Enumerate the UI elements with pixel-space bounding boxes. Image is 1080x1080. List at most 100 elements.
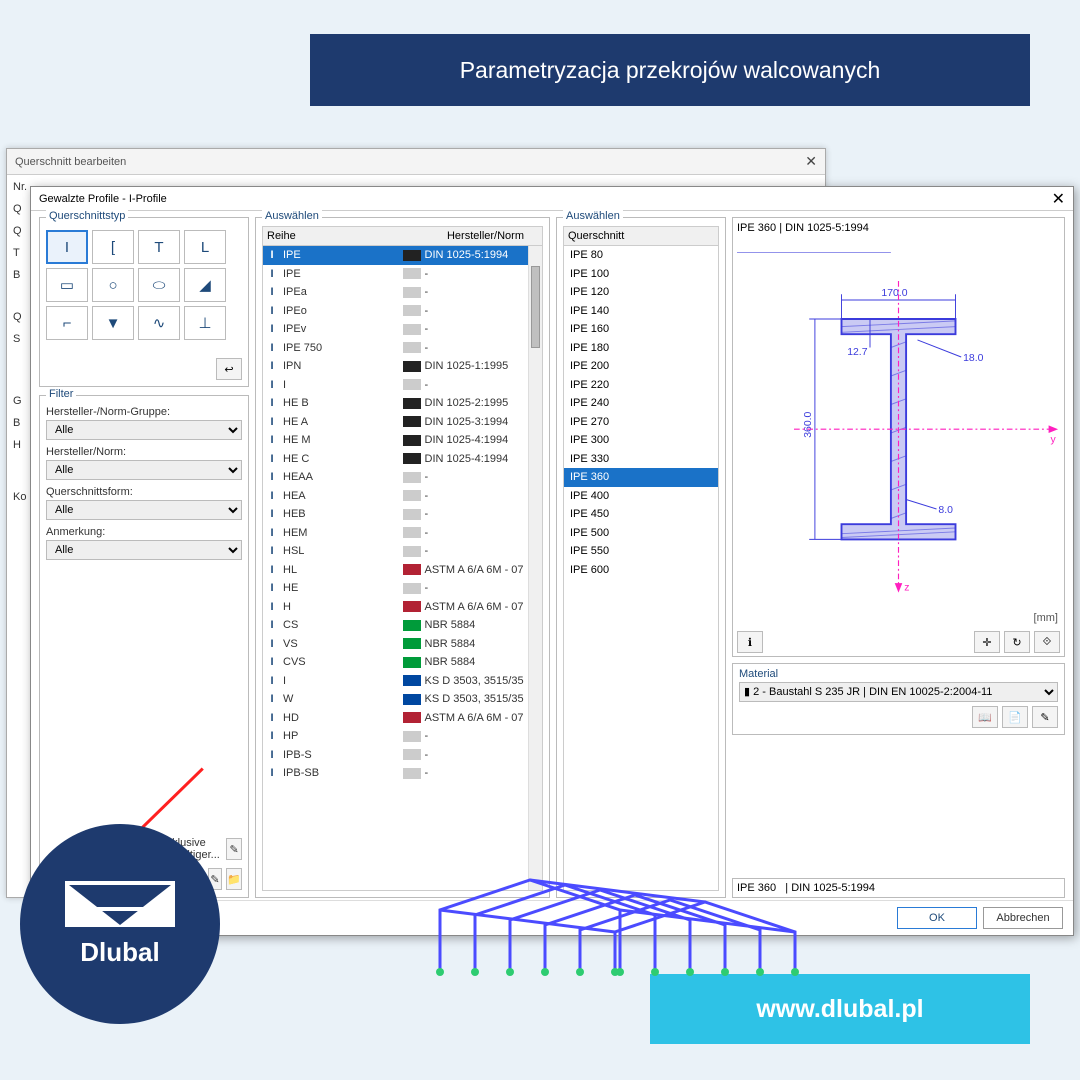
size-row[interactable]: IPE 400 — [564, 487, 718, 506]
series-row[interactable]: IVSNBR 5884 — [263, 635, 542, 654]
series-row[interactable]: IHDASTM A 6/A 6M - 07 — [263, 709, 542, 728]
size-row[interactable]: IPE 180 — [564, 339, 718, 358]
logo-text: Dlubal — [80, 937, 159, 968]
filter-norm-select[interactable]: Alle — [46, 460, 242, 480]
bottom-banner[interactable]: www.dlubal.pl — [650, 974, 1030, 1044]
filter-comment-select[interactable]: Alle — [46, 540, 242, 560]
section-type-button[interactable]: ▭ — [46, 268, 88, 302]
series-row[interactable]: IHSL- — [263, 542, 542, 561]
series-row[interactable]: IIPEo- — [263, 302, 542, 321]
cancel-button[interactable]: Abbrechen — [983, 907, 1063, 929]
svg-text:z: z — [904, 583, 909, 594]
size-row[interactable]: IPE 300 — [564, 431, 718, 450]
fav-folder-icon[interactable]: 📁 — [226, 868, 242, 890]
series-row[interactable]: IIPEa- — [263, 283, 542, 302]
scrollbar[interactable] — [528, 246, 542, 890]
info-icon[interactable]: ℹ — [737, 631, 763, 653]
series-row[interactable]: IHE BDIN 1025-2:1995 — [263, 394, 542, 413]
close-icon[interactable]: ✕ — [1052, 189, 1065, 209]
close-icon[interactable]: ✕ — [805, 153, 817, 170]
series-row[interactable]: IHLASTM A 6/A 6M - 07 — [263, 561, 542, 580]
size-row[interactable]: IPE 80 — [564, 246, 718, 265]
section-type-button[interactable]: ○ — [92, 268, 134, 302]
section-type-button[interactable]: ⊥ — [184, 306, 226, 340]
series-row[interactable]: IHEAA- — [263, 468, 542, 487]
size-row[interactable]: IPE 160 — [564, 320, 718, 339]
section-type-button[interactable]: [ — [92, 230, 134, 264]
front-title-bar[interactable]: Gewalzte Profile - I-Profile ✕ — [31, 187, 1073, 211]
section-type-button[interactable]: ⌐ — [46, 306, 88, 340]
series-row[interactable]: IIPE 750- — [263, 339, 542, 358]
series-row[interactable]: ICSNBR 5884 — [263, 616, 542, 635]
size-row[interactable]: IPE 500 — [564, 524, 718, 543]
size-row[interactable]: IPE 600 — [564, 561, 718, 580]
sizes-list[interactable]: IPE 80IPE 100IPE 120IPE 140IPE 160IPE 18… — [563, 246, 719, 891]
dlubal-logo: Dlubal — [20, 824, 220, 1024]
section-type-button[interactable]: ▼ — [92, 306, 134, 340]
axis-toggle-icon[interactable]: ✛ — [974, 631, 1000, 653]
series-row[interactable]: IIPNDIN 1025-1:1995 — [263, 357, 542, 376]
mat-edit-icon[interactable]: ✎ — [1032, 706, 1058, 728]
beam-drawing: 170.0 360.0 12.7 18.0 8.0 — [737, 238, 1060, 628]
section-type-button[interactable]: L — [184, 230, 226, 264]
axis-rotate-icon[interactable]: ↻ — [1004, 631, 1030, 653]
size-row[interactable]: IPE 360 — [564, 468, 718, 487]
series-row[interactable]: IIPB-SB- — [263, 764, 542, 783]
series-row[interactable]: IIPEv- — [263, 320, 542, 339]
series-row[interactable]: IIKS D 3503, 3515/35 — [263, 672, 542, 691]
series-row[interactable]: IHE- — [263, 579, 542, 598]
filter-label-norm-group: Hersteller-/Norm-Gruppe: — [46, 406, 242, 418]
series-row[interactable]: IHASTM A 6/A 6M - 07 — [263, 598, 542, 617]
filter-label-shape: Querschnittsform: — [46, 486, 242, 498]
series-list[interactable]: IIPEDIN 1025-5:1994IIPE-IIPEa-IIPEo-IIPE… — [262, 246, 543, 891]
series-row[interactable]: ICVSNBR 5884 — [263, 653, 542, 672]
section-type-button[interactable]: ⬭ — [138, 268, 180, 302]
section-type-button[interactable]: ◢ — [184, 268, 226, 302]
series-row[interactable]: II- — [263, 376, 542, 395]
size-row[interactable]: IPE 240 — [564, 394, 718, 413]
series-row[interactable]: IWKS D 3503, 3515/35 — [263, 690, 542, 709]
size-row[interactable]: IPE 100 — [564, 265, 718, 284]
series-row[interactable]: IIPE- — [263, 265, 542, 284]
size-row[interactable]: IPE 120 — [564, 283, 718, 302]
series-row[interactable]: IHP- — [263, 727, 542, 746]
series-row[interactable]: IHEA- — [263, 487, 542, 506]
section-type-button[interactable]: ∿ — [138, 306, 180, 340]
back-window-title: Querschnitt bearbeiten — [15, 156, 126, 168]
size-row[interactable]: IPE 140 — [564, 302, 718, 321]
series-row[interactable]: IHEM- — [263, 524, 542, 543]
filter-norm-group-select[interactable]: Alle — [46, 420, 242, 440]
filter-shape-select[interactable]: Alle — [46, 500, 242, 520]
section-type-button[interactable]: T — [138, 230, 180, 264]
material-group: Material ▮ 2 - Baustahl S 235 JR | DIN E… — [732, 663, 1065, 735]
series-row[interactable]: IIPB-S- — [263, 746, 542, 765]
dimension-icon[interactable]: ⟐ — [1034, 631, 1060, 653]
size-row[interactable]: IPE 550 — [564, 542, 718, 561]
preview-frame: IPE 360 | DIN 1025-5:1994 — [732, 217, 1065, 657]
series-row[interactable]: IHE CDIN 1025-4:1994 — [263, 450, 542, 469]
size-row[interactable]: IPE 330 — [564, 450, 718, 469]
mat-lib-icon[interactable]: 📖 — [972, 706, 998, 728]
series-row[interactable]: IHE ADIN 1025-3:1994 — [263, 413, 542, 432]
section-type-button[interactable]: I — [46, 230, 88, 264]
top-banner: Parametryzacja przekrojów walcowanych — [310, 34, 1030, 106]
preview-result-input[interactable] — [732, 878, 1065, 898]
ok-button[interactable]: OK — [897, 907, 977, 929]
size-row[interactable]: IPE 270 — [564, 413, 718, 432]
series-row[interactable]: IIPEDIN 1025-5:1994 — [263, 246, 542, 265]
mat-new-icon[interactable]: 📄 — [1002, 706, 1028, 728]
size-row[interactable]: IPE 450 — [564, 505, 718, 524]
svg-text:18.0: 18.0 — [963, 353, 984, 364]
details-icon[interactable]: ↩ — [216, 358, 242, 380]
size-row[interactable]: IPE 220 — [564, 376, 718, 395]
invalid-edit-icon[interactable]: ✎ — [226, 838, 242, 860]
sizes-col-header: Querschnitt — [568, 230, 624, 242]
preview-title: IPE 360 | DIN 1025-5:1994 — [737, 222, 1060, 234]
series-row[interactable]: IHE MDIN 1025-4:1994 — [263, 431, 542, 450]
series-col-reihe: Reihe — [267, 230, 403, 242]
material-select[interactable]: ▮ 2 - Baustahl S 235 JR | DIN EN 10025-2… — [739, 682, 1058, 702]
series-row[interactable]: IHEB- — [263, 505, 542, 524]
size-row[interactable]: IPE 200 — [564, 357, 718, 376]
back-window-title-bar: Querschnitt bearbeiten ✕ — [7, 149, 825, 175]
series-col-norm: Hersteller/Norm — [403, 230, 539, 242]
